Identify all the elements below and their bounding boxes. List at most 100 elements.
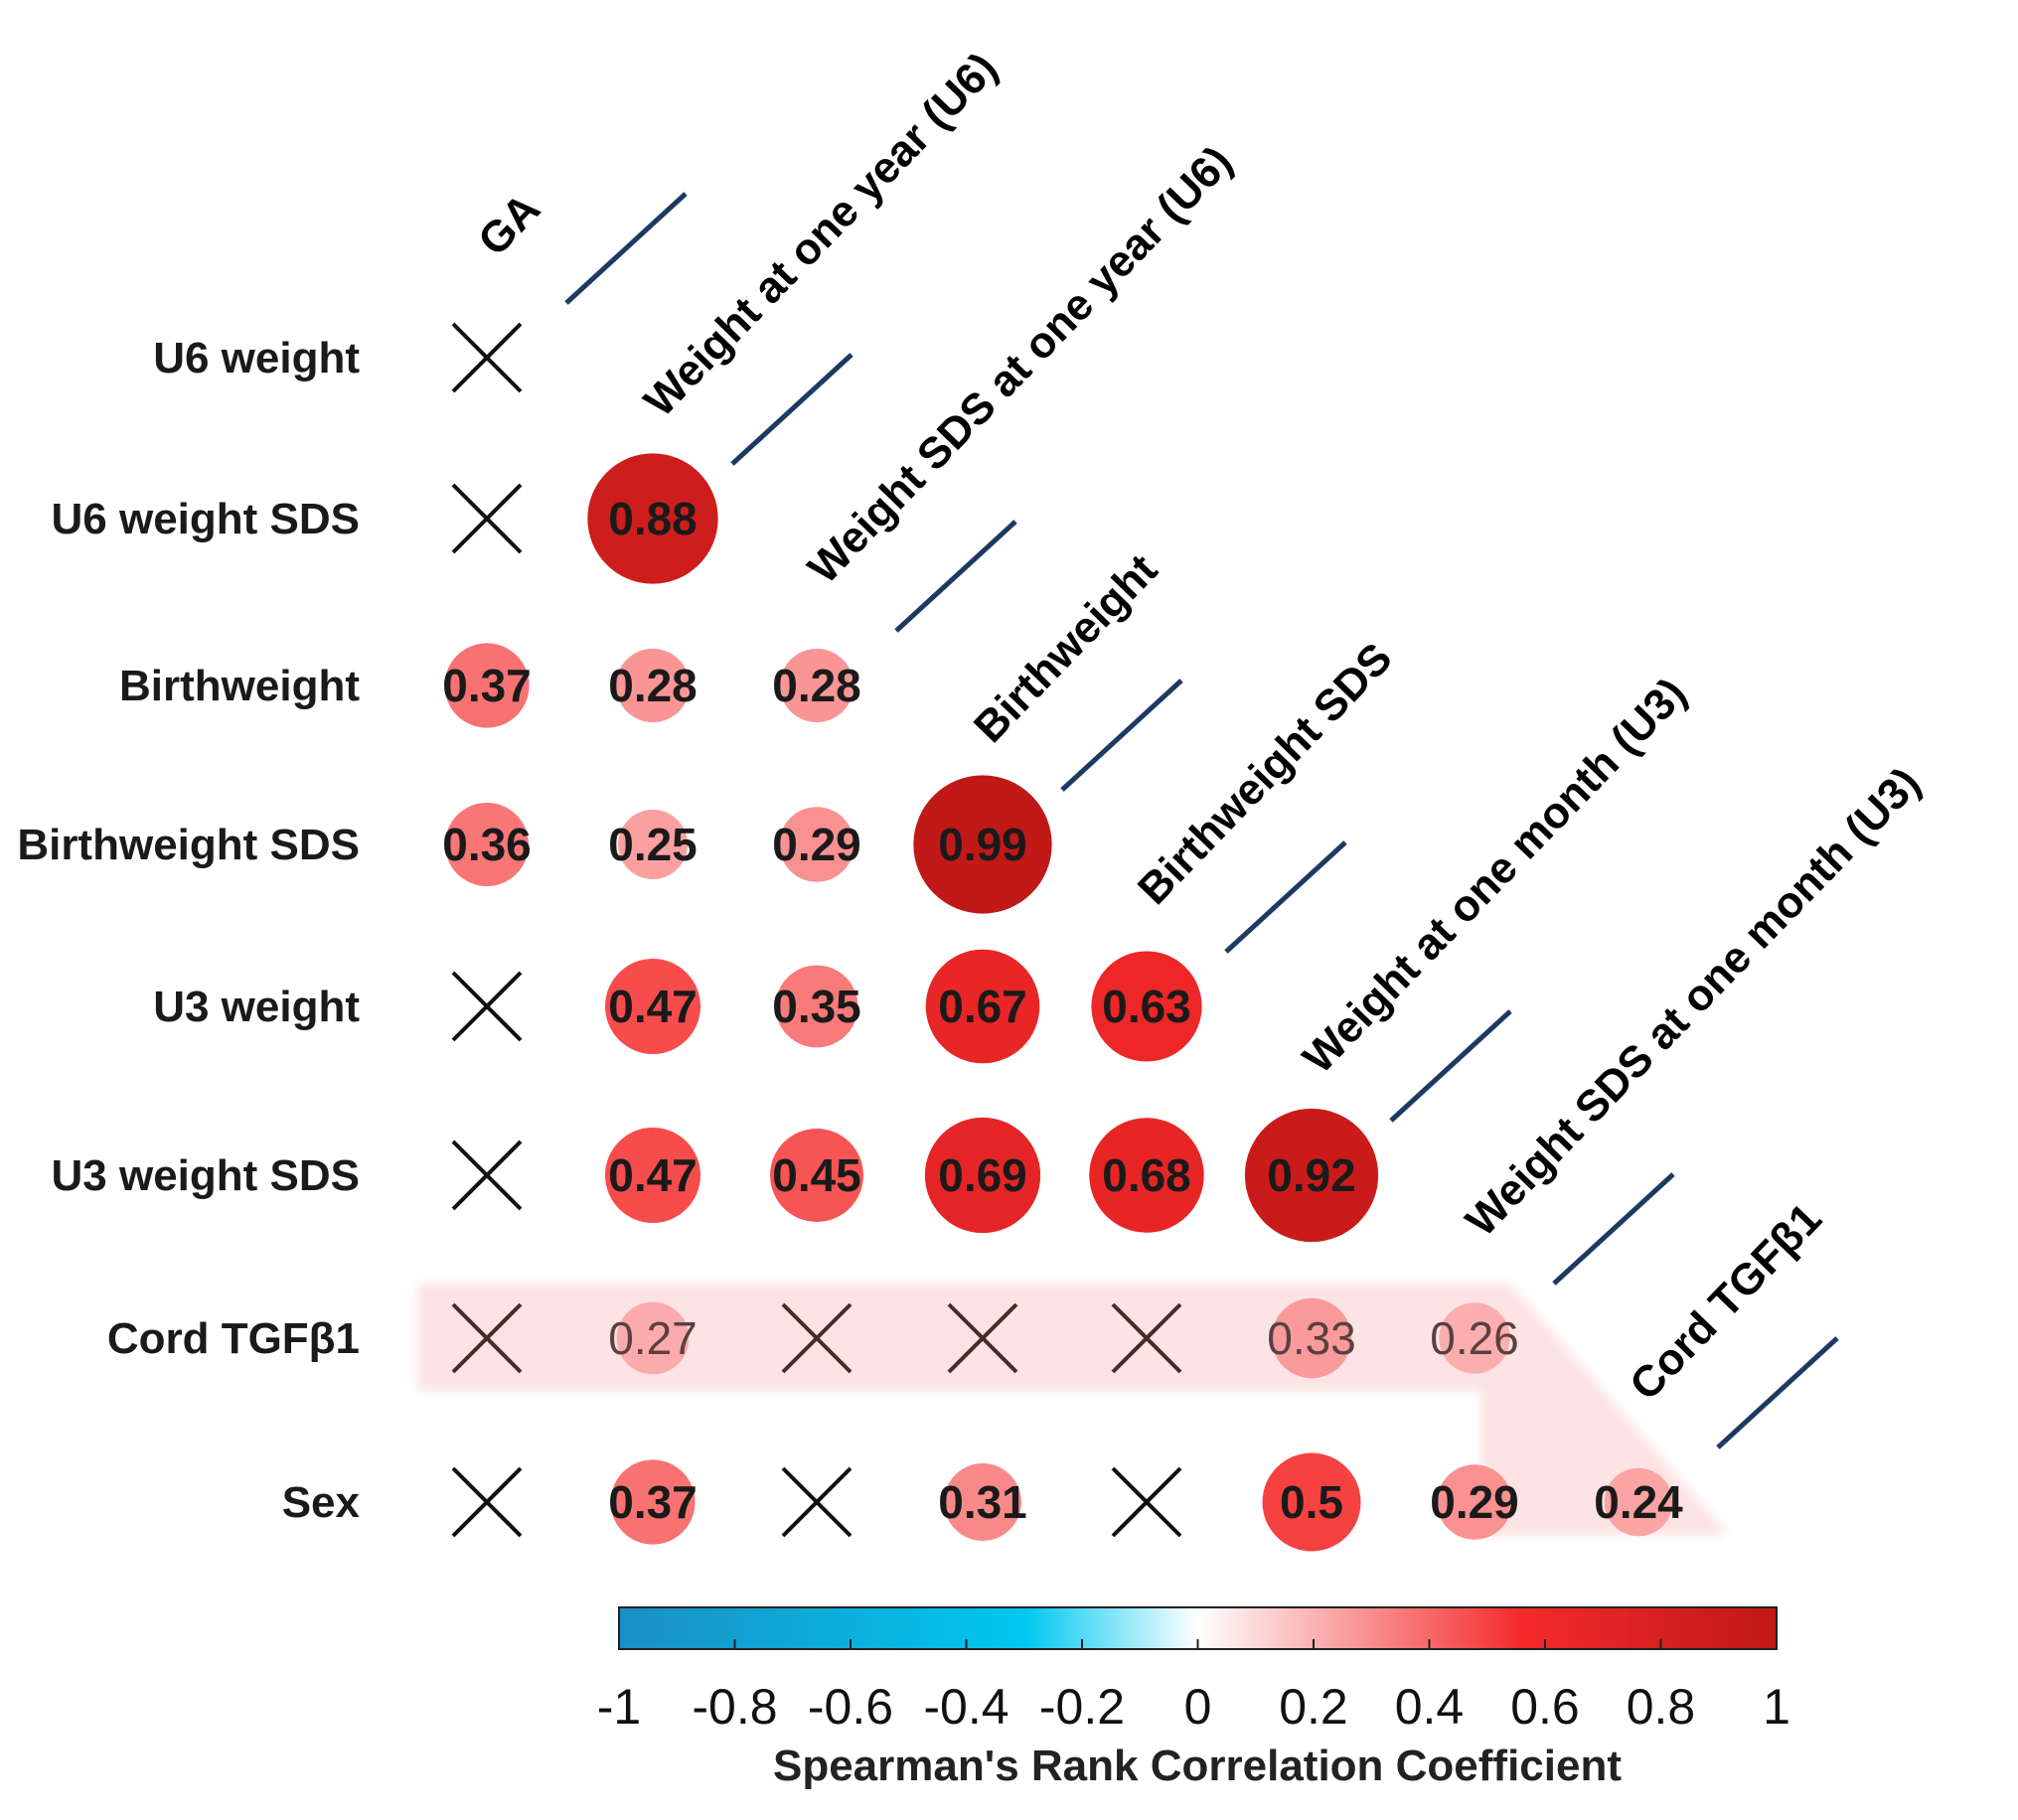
diagonal-separator	[1552, 1172, 1675, 1286]
correlation-circle	[618, 810, 688, 879]
correlation-value: 0.67	[938, 981, 1027, 1032]
correlation-value: 0.68	[1102, 1149, 1191, 1201]
colorbar-tick-label: -0.4	[923, 1679, 1009, 1735]
colorbar-title: Spearman's Rank Correlation Coefficient	[773, 1742, 1622, 1790]
not-significant-cross	[947, 1302, 1018, 1374]
correlation-value: 0.24	[1594, 1476, 1683, 1528]
correlation-circle	[1437, 1464, 1512, 1540]
diagonal-separator	[1389, 1009, 1512, 1123]
diagonal-separator	[1060, 679, 1183, 792]
diagonal-separator	[730, 353, 854, 466]
not-significant-cross	[451, 483, 523, 554]
colorbar: -1 -0.8 -0.6 -0.4 -0.2 0 0.2 0.4 0.6 0.8 1 Spearma…	[597, 1606, 1790, 1790]
correlation-circle	[1091, 951, 1202, 1062]
diagonal-separator	[1224, 840, 1347, 954]
correlation-circle	[605, 1128, 700, 1223]
colorbar-tick-label: 0.4	[1395, 1679, 1465, 1735]
correlation-circle	[779, 807, 854, 882]
correlation-circle	[1604, 1467, 1673, 1537]
correlation-circle	[925, 949, 1040, 1064]
correlation-value: 0.26	[1430, 1312, 1519, 1364]
correlation-value: 0.31	[938, 1476, 1027, 1528]
column-label: Birthweight SDS	[1129, 634, 1402, 914]
colorbar-tick-label: 1	[1763, 1679, 1790, 1735]
correlation-circle	[444, 643, 530, 728]
correlation-circle	[1244, 1108, 1379, 1243]
row-label: Birthweight	[119, 662, 360, 710]
colorbar-tick-label: -0.6	[808, 1679, 893, 1735]
not-significant-cross	[1111, 1302, 1182, 1374]
correlation-circle	[944, 1463, 1021, 1541]
not-significant-cross	[1111, 1466, 1182, 1538]
diagonal-separator	[564, 192, 688, 305]
correlation-value: 0.37	[608, 1476, 698, 1528]
not-significant-cross	[451, 322, 523, 393]
correlation-value: 0.69	[938, 1149, 1027, 1201]
correlation-value: 0.28	[772, 660, 861, 711]
matrix-cells: 0.88 0.37 0.28 0.28 0.36 0.25 0.29 0.99 0.47 0.35…	[442, 322, 1683, 1552]
correlation-value: 0.27	[608, 1312, 698, 1364]
correlation-value: 0.63	[1102, 981, 1191, 1032]
correlation-value: 0.36	[442, 819, 532, 870]
correlation-circle	[610, 1459, 696, 1545]
colorbar-tick-label: 0	[1184, 1679, 1212, 1735]
correlation-value: 0.29	[1430, 1476, 1519, 1528]
correlation-value: 0.47	[608, 1149, 698, 1201]
not-significant-cross	[451, 1139, 523, 1211]
correlation-circle	[1262, 1452, 1361, 1552]
correlation-value: 0.45	[772, 1149, 861, 1201]
correlation-value: 0.99	[938, 819, 1027, 870]
row-label: U6 weight SDS	[52, 495, 361, 543]
correlation-circle	[587, 453, 718, 584]
row-label: U6 weight	[153, 334, 360, 382]
diagonal-separator	[1716, 1336, 1839, 1449]
correlation-circle	[770, 1129, 863, 1222]
row-label: Cord TGFβ1	[107, 1314, 360, 1363]
column-label: Cord TGFβ1	[1621, 1194, 1831, 1410]
diagonal-separators	[564, 192, 1839, 1449]
colorbar-tick-label: 0.8	[1627, 1679, 1696, 1735]
diagonal-separator	[894, 520, 1017, 633]
highlight-band	[417, 1284, 1729, 1535]
correlation-value: 0.25	[608, 819, 698, 870]
column-label: GA	[469, 184, 549, 265]
correlation-circle	[1089, 1118, 1204, 1233]
correlation-value: 0.88	[608, 493, 698, 544]
colorbar-tick-label: -1	[597, 1679, 641, 1735]
correlation-circle	[616, 1301, 690, 1375]
not-significant-cross	[781, 1466, 853, 1538]
correlation-value: 0.33	[1267, 1312, 1356, 1364]
correlation-circle	[779, 648, 854, 723]
column-label: Weight at one year (U6)	[635, 44, 1007, 426]
column-label: Weight at one month (U3)	[1294, 669, 1696, 1083]
row-labels: U6 weight U6 weight SDS Birthweight Birthwe…	[17, 334, 360, 1527]
row-label: U3 weight	[153, 983, 360, 1031]
correlation-value: 0.35	[772, 981, 861, 1032]
correlation-circle	[605, 959, 700, 1054]
colorbar-tick-label: 0.6	[1510, 1679, 1580, 1735]
row-label: Birthweight SDS	[17, 821, 360, 869]
correlation-value: 0.5	[1280, 1476, 1343, 1528]
correlation-value: 0.37	[442, 660, 532, 711]
correlation-circle	[775, 965, 858, 1048]
colorbar-tick-label: 0.2	[1279, 1679, 1348, 1735]
colorbar-ticks: -1 -0.8 -0.6 -0.4 -0.2 0 0.2 0.4 0.6 0.8 1	[597, 1639, 1790, 1735]
correlation-value: 0.47	[608, 981, 698, 1032]
row-label: U3 weight SDS	[52, 1151, 361, 1200]
not-significant-cross	[781, 1302, 853, 1374]
correlation-circle	[924, 1117, 1041, 1234]
not-significant-cross	[451, 971, 523, 1042]
not-significant-cross	[451, 1302, 523, 1374]
correlation-circle	[445, 803, 529, 886]
correlation-circle	[1439, 1302, 1510, 1374]
colorbar-tick-label: -0.8	[692, 1679, 777, 1735]
correlation-circle	[1271, 1297, 1352, 1379]
correlation-circle	[615, 648, 691, 723]
correlation-value: 0.29	[772, 819, 861, 870]
colorbar-tick-label: -0.2	[1039, 1679, 1125, 1735]
row-label: Sex	[282, 1478, 361, 1527]
correlation-value: 0.28	[608, 660, 698, 711]
correlation-circle	[913, 775, 1052, 914]
correlation-value: 0.92	[1267, 1149, 1356, 1201]
